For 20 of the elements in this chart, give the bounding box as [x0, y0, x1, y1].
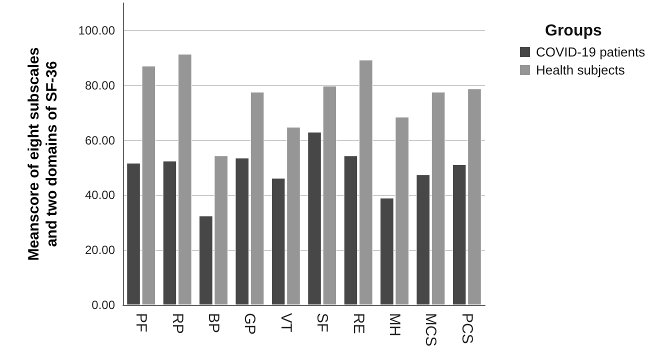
x-tick-label: PF: [132, 313, 150, 332]
y-tick-label: 20.00: [84, 243, 116, 258]
y-axis-title: Meanscore of eight subscales and two domains of SF-36: [26, 47, 60, 261]
y-tick-label: 40.00: [84, 188, 116, 202]
x-tick-label: VT: [277, 313, 294, 332]
legend-label: COVID-19 patients: [536, 44, 646, 60]
x-tick-label: RE: [350, 313, 367, 334]
x-tick-label: MH: [386, 313, 403, 336]
x-tick-label: MCS: [422, 313, 440, 346]
x-tick-label: RP: [168, 313, 186, 334]
x-tick-label: BP: [205, 313, 222, 334]
y-tick-label: 60.00: [84, 133, 116, 148]
y-tick-label: 80.00: [84, 78, 116, 92]
x-tick-label: GP: [241, 313, 258, 335]
x-tick-label: PCS: [458, 313, 476, 344]
legend-label: Health subjects: [536, 62, 626, 78]
y-tick-label: 100.00: [78, 23, 116, 38]
y-tick-label: 0.00: [92, 298, 116, 312]
legend-title: Groups: [545, 22, 602, 40]
x-tick-label: SF: [314, 313, 331, 332]
